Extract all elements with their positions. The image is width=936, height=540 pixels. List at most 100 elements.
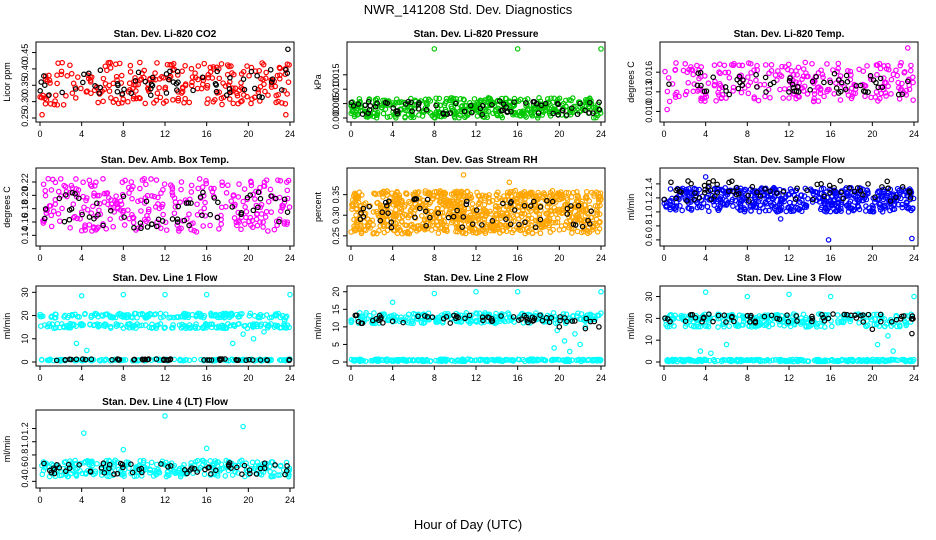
data-point: [875, 188, 882, 194]
data-point: [248, 68, 255, 75]
data-point: [371, 310, 377, 316]
data-point: [119, 99, 125, 106]
data-point: [824, 61, 830, 67]
x-tick-label: 0: [37, 253, 42, 263]
data-point: [698, 82, 704, 89]
data-point: [80, 79, 86, 86]
data-point: [847, 68, 854, 75]
data-point: [219, 179, 225, 185]
data-point: [704, 203, 711, 210]
data-point: [72, 86, 79, 92]
data-point: [188, 82, 195, 89]
data-point: [371, 110, 378, 117]
data-point: [435, 230, 442, 236]
data-point: [460, 172, 467, 178]
data-point: [573, 203, 579, 210]
data-point: [843, 72, 850, 79]
data-point: [723, 341, 730, 348]
data-point: [516, 203, 522, 209]
data-point: [500, 227, 507, 234]
data-point: [205, 96, 211, 102]
data-point: [169, 216, 176, 222]
data-point: [874, 341, 881, 348]
data-point: [909, 330, 915, 337]
data-point: [583, 188, 590, 195]
data-point: [556, 324, 563, 330]
data-point: [460, 214, 467, 220]
data-point: [377, 217, 384, 224]
data-point: [170, 79, 177, 85]
data-point: [373, 115, 380, 121]
data-point: [415, 189, 422, 195]
data-point: [255, 189, 262, 195]
data-point: [546, 222, 553, 229]
data-point: [576, 217, 583, 223]
data-point: [78, 227, 85, 234]
data-point: [186, 211, 192, 218]
data-point: [489, 218, 496, 224]
data-point: [283, 111, 289, 118]
x-tick-label: 4: [390, 253, 395, 263]
data-point: [353, 212, 359, 218]
data-point: [443, 226, 450, 233]
data-point: [257, 195, 264, 202]
data-point: [130, 219, 137, 226]
data-point: [226, 96, 233, 102]
data-point: [127, 62, 134, 69]
data-point: [777, 86, 783, 93]
data-point: [738, 89, 745, 96]
data-point: [811, 95, 817, 102]
y-tick-label: 0.015: [331, 64, 341, 87]
x-tick-label: 20: [243, 373, 253, 383]
data-point: [207, 222, 213, 229]
data-point: [254, 72, 260, 79]
data-point: [202, 213, 209, 219]
data-point: [46, 77, 53, 84]
data-point: [435, 210, 442, 216]
data-point: [115, 205, 121, 212]
y-axis-label: Licor ppm: [2, 62, 12, 102]
data-point: [424, 196, 431, 203]
y-tick-label: 0.25: [331, 227, 341, 245]
data-point: [64, 73, 70, 79]
data-point: [517, 96, 524, 103]
data-point: [564, 211, 571, 217]
data-point: [521, 111, 527, 117]
data-point: [807, 87, 813, 93]
data-point: [849, 93, 855, 99]
data-point: [59, 89, 65, 96]
data-point: [149, 221, 155, 227]
data-point: [155, 201, 161, 207]
data-point: [520, 207, 526, 214]
data-point: [431, 114, 437, 121]
data-point: [431, 46, 438, 52]
data-point: [574, 111, 581, 118]
data-point: [284, 61, 291, 67]
data-point: [408, 227, 414, 234]
y-tick-label: 0.016: [644, 61, 654, 84]
data-point: [254, 211, 260, 217]
y-axis-label: ml/min: [626, 194, 636, 221]
x-tick-label: 0: [661, 373, 666, 383]
data-point: [582, 212, 589, 219]
data-point: [474, 213, 480, 219]
data-point: [83, 197, 89, 204]
data-point: [201, 205, 208, 212]
data-point: [258, 75, 264, 82]
data-point: [690, 88, 697, 95]
data-point: [418, 212, 425, 219]
data-point: [84, 206, 91, 213]
data-point: [226, 63, 232, 70]
y-axis-label: degrees C: [2, 186, 12, 228]
data-point: [241, 86, 248, 93]
data-point: [416, 100, 422, 106]
data-point: [285, 79, 292, 85]
data-point: [51, 101, 58, 108]
data-point: [450, 213, 457, 220]
data-point: [558, 189, 564, 195]
data-point: [163, 227, 170, 233]
x-tick-label: 20: [243, 495, 253, 505]
data-point: [247, 192, 254, 198]
data-point: [276, 218, 282, 225]
data-point: [393, 197, 399, 204]
